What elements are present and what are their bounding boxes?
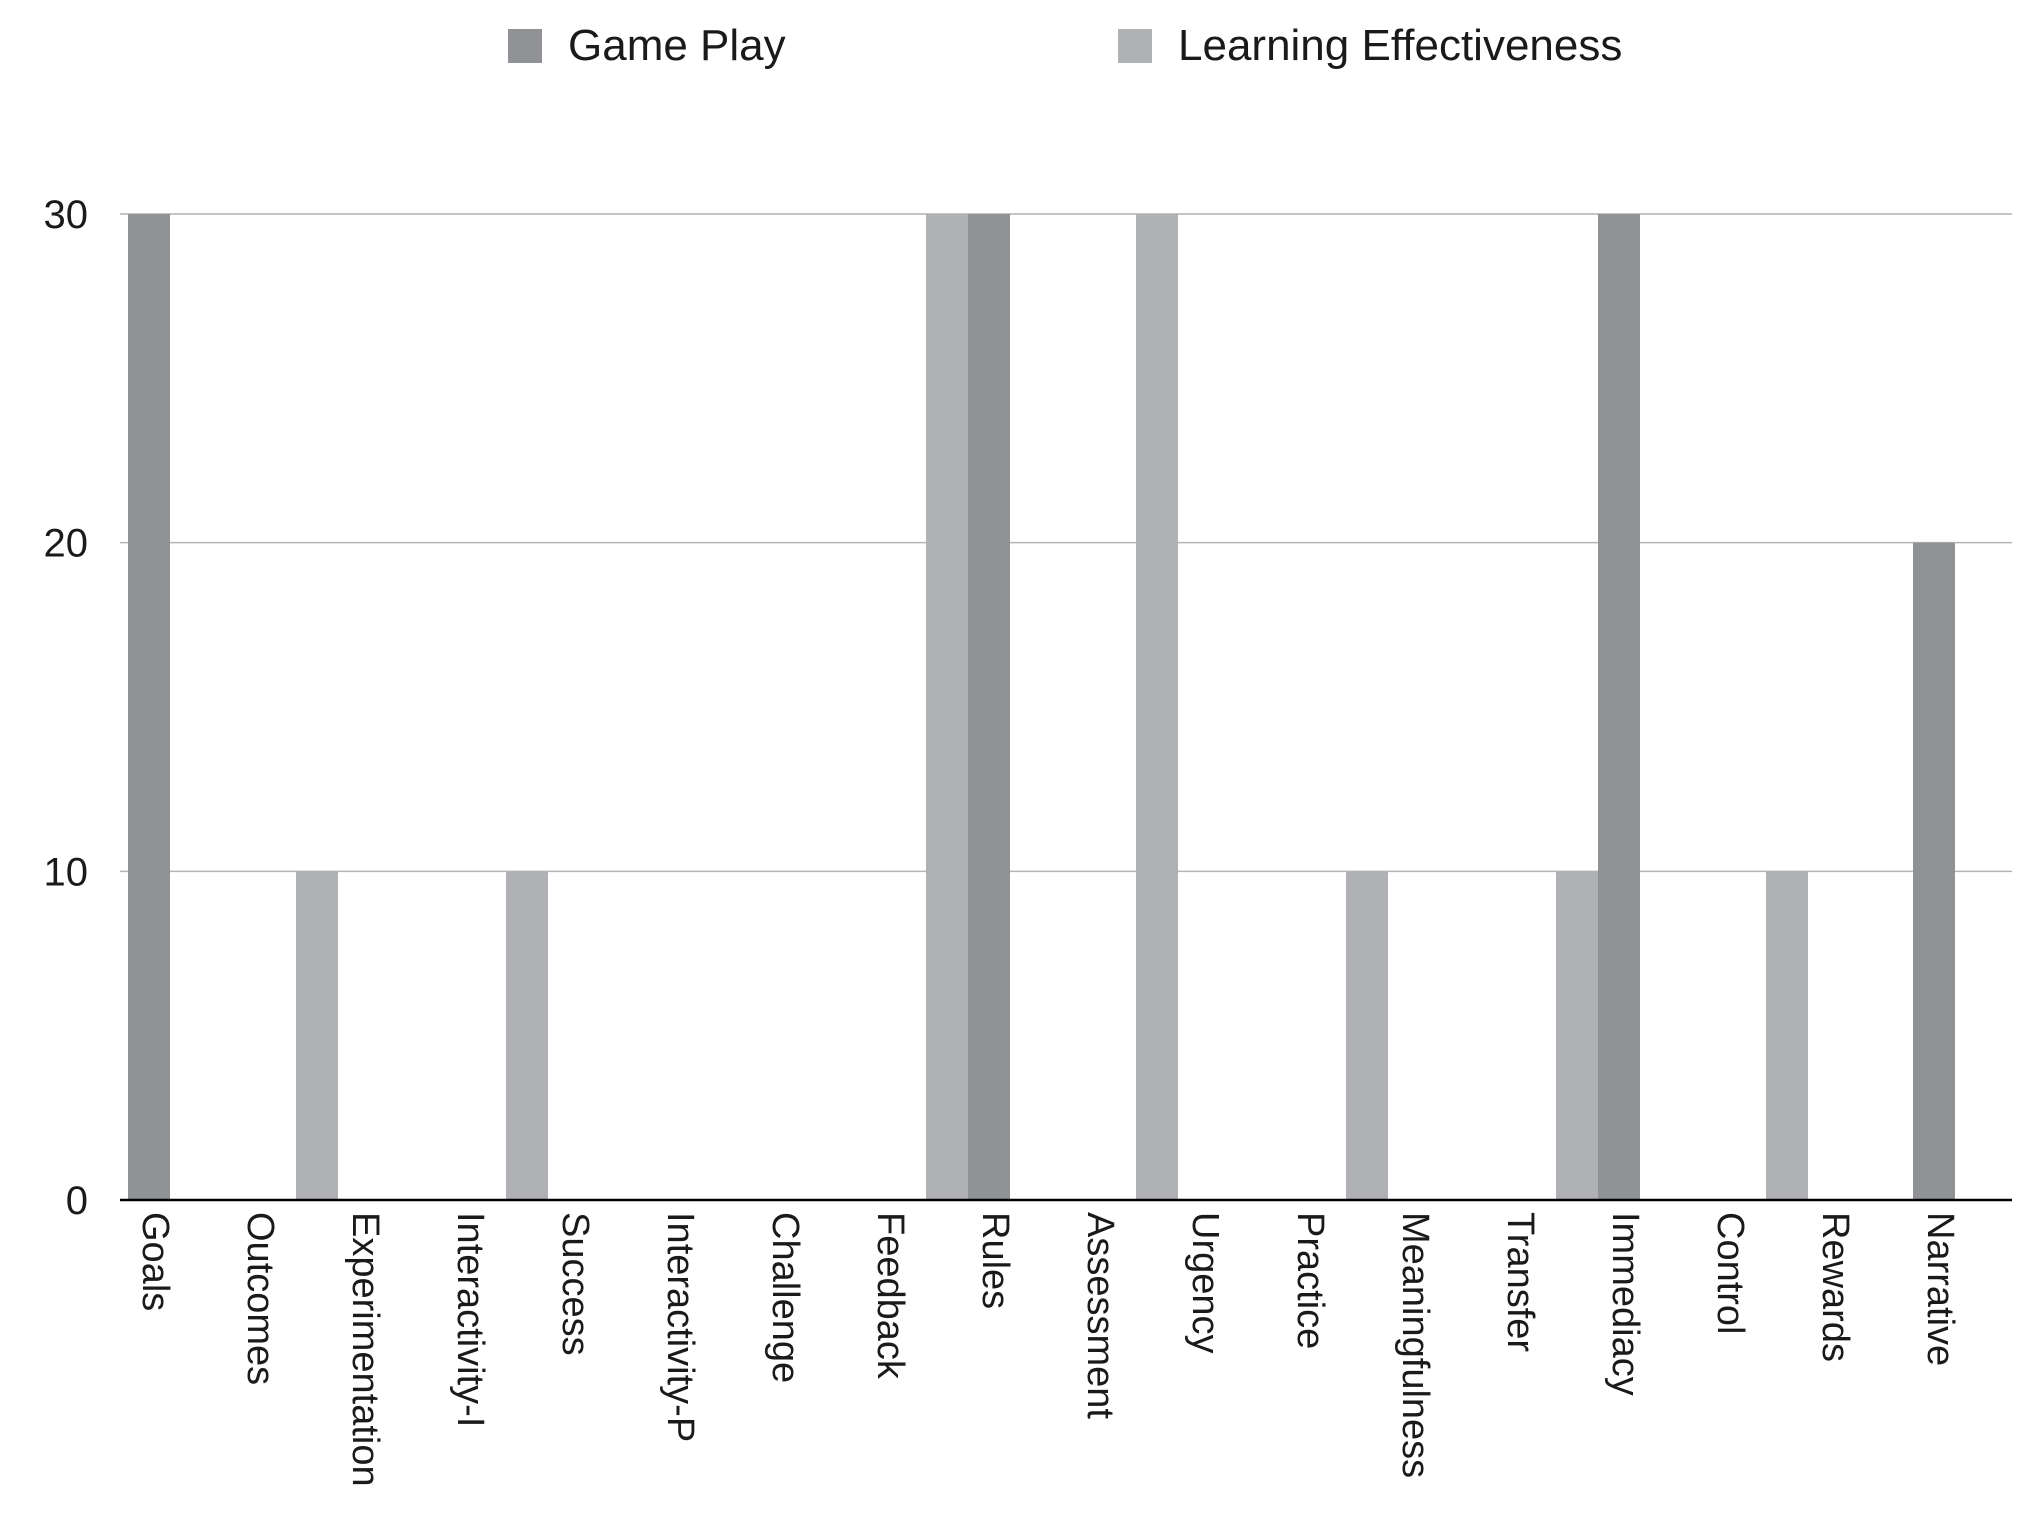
x-category-label: Rules — [974, 1212, 1016, 1309]
x-category-label: Interactivity-P — [659, 1212, 701, 1442]
legend-swatch-1 — [508, 29, 542, 63]
y-tick-label: 20 — [44, 522, 89, 566]
y-tick-label: 0 — [66, 1179, 88, 1223]
x-category-label: Assessment — [1079, 1212, 1121, 1419]
bar-goals-series-1 — [128, 214, 170, 1200]
x-category-label: Transfer — [1499, 1212, 1541, 1352]
x-category-label: Practice — [1289, 1212, 1331, 1349]
bar-control-series-2 — [1766, 871, 1808, 1200]
bar-assessment-series-2 — [1136, 214, 1178, 1200]
x-category-label: Challenge — [764, 1212, 806, 1383]
y-axis-tick-labels: 0 10 20 30 — [44, 193, 89, 1223]
legend-swatch-2 — [1118, 29, 1152, 63]
bar-immediacy-series-1 — [1598, 214, 1640, 1200]
x-category-label: Experimentation — [344, 1212, 386, 1487]
y-tick-label: 10 — [44, 850, 89, 894]
legend-label-1: Game Play — [568, 21, 786, 70]
bar-practice-series-2 — [1346, 871, 1388, 1200]
x-category-label: Control — [1709, 1212, 1751, 1335]
bars — [128, 214, 1955, 1200]
bar-transfer-series-2 — [1556, 871, 1598, 1200]
x-category-label: Immediacy — [1604, 1212, 1646, 1396]
x-category-label: Interactivity-I — [449, 1212, 491, 1427]
bar-outcomes-series-2 — [296, 871, 338, 1200]
x-category-label: Feedback — [869, 1212, 911, 1380]
bar-feedback-series-2 — [926, 214, 968, 1200]
x-category-label: Goals — [134, 1212, 176, 1311]
x-category-label: Success — [554, 1212, 596, 1356]
x-category-label: Narrative — [1919, 1212, 1961, 1366]
x-axis-category-labels: Goals Outcomes Experimentation Interactivit… — [134, 1212, 1961, 1487]
gridlines — [120, 213, 2012, 873]
legend-label-2: Learning Effectiveness — [1178, 21, 1622, 70]
bar-interactivity-i-series-2 — [506, 871, 548, 1200]
bar-rules-series-1 — [968, 214, 1010, 1200]
y-tick-label: 30 — [44, 193, 89, 237]
x-category-label: Outcomes — [239, 1212, 281, 1385]
x-category-label: Rewards — [1814, 1212, 1856, 1362]
bar-narrative-series-1 — [1913, 542, 1955, 1200]
x-category-label: Urgency — [1184, 1212, 1226, 1354]
legend: Game Play Learning Effectiveness — [508, 21, 1622, 70]
x-category-label: Meaningfulness — [1394, 1212, 1436, 1478]
